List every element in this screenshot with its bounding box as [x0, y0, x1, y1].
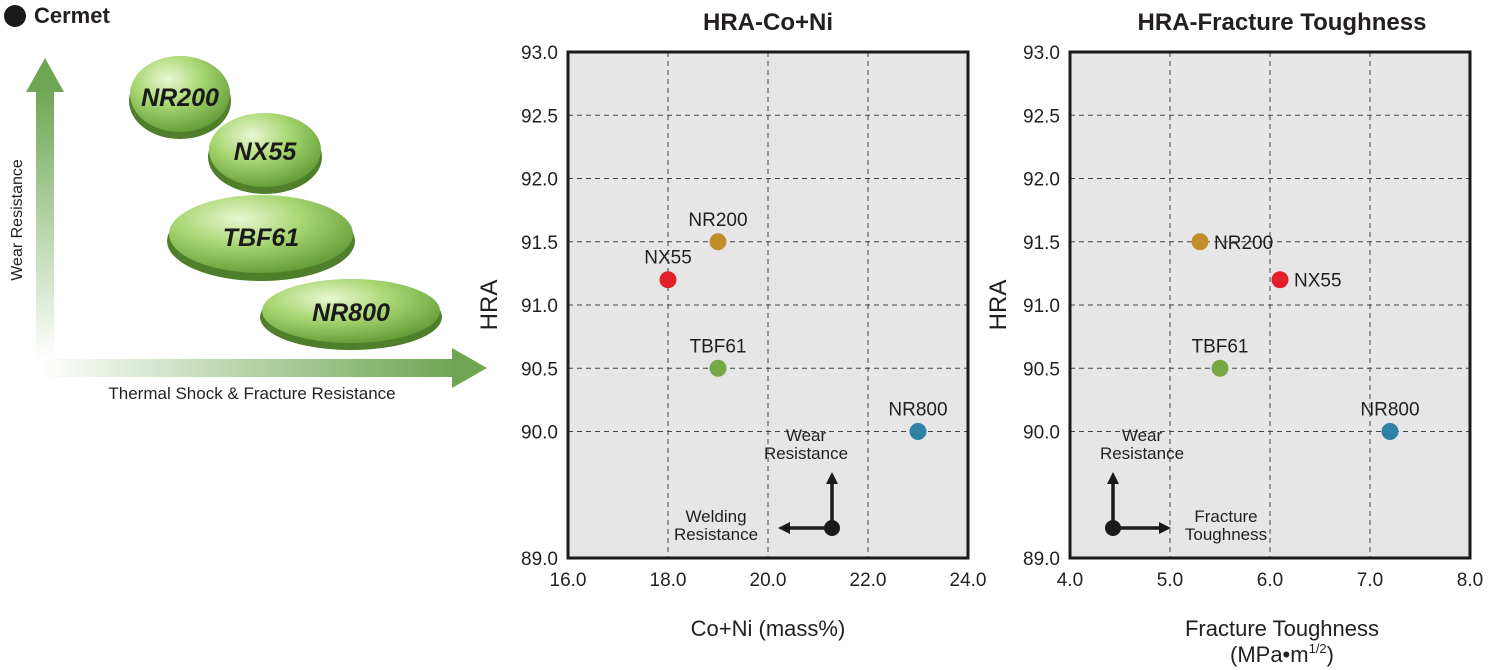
annotation-side-label: Toughness	[1185, 525, 1267, 544]
y-tick-label: 91.0	[521, 296, 558, 317]
side-arrow-head	[1159, 522, 1171, 534]
origin-dot	[824, 520, 840, 536]
y-tick-label: 93.0	[521, 43, 558, 64]
grade-disk-label: NR800	[312, 299, 390, 327]
point-nr200	[709, 233, 727, 251]
thermal-shock-label: Thermal Shock & Fracture Resistance	[108, 384, 395, 403]
y-tick-label: 90.0	[521, 423, 558, 444]
annotation-up-label: Resistance	[764, 444, 848, 463]
point-label: NX55	[1294, 271, 1342, 292]
point-nr800	[909, 423, 927, 440]
x-tick-label: 5.0	[1157, 570, 1183, 591]
x-axis-label: Co+Ni (mass%)	[691, 616, 846, 641]
point-tbf61	[709, 359, 727, 377]
y-axis-label: HRA	[985, 280, 1012, 331]
grade-disk-label: NR200	[141, 84, 219, 112]
point-label: NR200	[688, 210, 747, 231]
point-label: NR800	[888, 400, 947, 421]
x-axis-unit: (MPa•m1/2)	[1230, 641, 1334, 667]
x-tick-label: 20.0	[750, 570, 787, 591]
y-tick-label: 89.0	[521, 549, 558, 570]
y-tick-label: 91.0	[1023, 296, 1060, 317]
chart-title: HRA-Co+Ni	[703, 9, 833, 36]
origin-dot	[1105, 520, 1121, 536]
grade-disk-nr800: NR800	[260, 279, 442, 350]
annotation-side-label: Welding	[685, 507, 746, 526]
plot-frame	[566, 50, 970, 560]
side-arrow-head	[778, 522, 790, 534]
x-tick-label: 8.0	[1457, 570, 1483, 591]
x-tick-label: 4.0	[1057, 570, 1083, 591]
x-tick-label: 7.0	[1357, 570, 1383, 591]
x-tick-label: 22.0	[850, 570, 887, 591]
y-tick-label: 91.5	[521, 233, 558, 254]
thermal-arrow-head	[452, 348, 487, 388]
thermal-arrow-shaft	[40, 359, 455, 377]
point-tbf61	[1211, 359, 1229, 377]
point-nr200	[1191, 233, 1209, 251]
y-tick-label: 93.0	[1023, 43, 1060, 64]
grade-disk-nr200: NR200	[129, 56, 231, 139]
wear-arrow-shaft	[36, 88, 54, 360]
point-label: NX55	[644, 248, 692, 269]
heading-text: Cermet	[34, 3, 110, 28]
grade-disk-nx55: NX55	[208, 113, 322, 194]
wear-resistance-label: Wear Resistance	[9, 159, 26, 281]
up-arrow-head	[826, 472, 838, 484]
plot-frame	[1068, 50, 1472, 560]
x-axis-label: Fracture Toughness	[1185, 616, 1379, 641]
point-label: NR800	[1360, 400, 1419, 421]
chart-hra-coni: 16.0 18.0 20.0 22.0 24.0 89.0 90.0 90.5 91.0 91.5…	[476, 9, 986, 641]
annotation-up-label: Wear	[786, 426, 827, 445]
point-label: TBF61	[689, 336, 746, 357]
y-tick-label: 92.5	[521, 106, 558, 127]
x-tick-label: 16.0	[550, 570, 587, 591]
x-tick-label: 18.0	[650, 570, 687, 591]
point-nr800	[1381, 423, 1399, 440]
y-tick-label: 92.0	[521, 170, 558, 191]
bullet-icon	[4, 5, 26, 27]
point-nx55	[659, 271, 677, 289]
up-arrow-head	[1107, 472, 1119, 484]
annotation-up-label: Resistance	[1100, 444, 1184, 463]
y-tick-label: 90.5	[1023, 359, 1060, 380]
wear-arrow-head	[26, 58, 64, 92]
resistance-diagram: Wear Resistance Thermal Shock & Fracture…	[9, 56, 487, 403]
point-nx55	[1271, 271, 1289, 289]
chart-title: HRA-Fracture Toughness	[1138, 9, 1427, 36]
y-tick-label: 92.0	[1023, 170, 1060, 191]
grade-disk-label: TBF61	[223, 224, 299, 252]
section-heading: Cermet	[4, 3, 110, 29]
y-tick-label: 89.0	[1023, 549, 1060, 570]
y-tick-label: 92.5	[1023, 106, 1060, 127]
y-axis-label: HRA	[476, 280, 503, 331]
annotation-up-label: Wear	[1122, 426, 1163, 445]
y-tick-label: 90.5	[521, 359, 558, 380]
annotation-side-label: Fracture	[1194, 507, 1257, 526]
grade-disk-label: NX55	[234, 138, 298, 166]
grade-disk-tbf61: TBF61	[167, 195, 355, 281]
y-tick-label: 90.0	[1023, 423, 1060, 444]
point-label: NR200	[1214, 233, 1273, 254]
x-tick-label: 24.0	[950, 570, 987, 591]
point-label: TBF61	[1191, 336, 1248, 357]
x-tick-label: 6.0	[1257, 570, 1283, 591]
annotation-side-label: Resistance	[674, 525, 758, 544]
chart-hra-fracture-toughness: 4.0 5.0 6.0 7.0 8.0 89.0 90.0 90.5 91.0 91.5 92.0 9…	[985, 9, 1483, 667]
y-tick-label: 91.5	[1023, 233, 1060, 254]
